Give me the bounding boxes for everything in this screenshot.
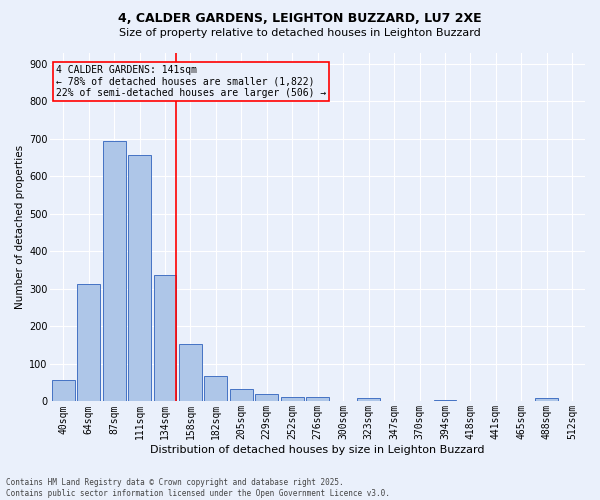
- X-axis label: Distribution of detached houses by size in Leighton Buzzard: Distribution of detached houses by size …: [151, 445, 485, 455]
- Bar: [103, 142, 125, 402]
- Bar: [179, 344, 202, 402]
- Bar: [128, 155, 151, 402]
- Y-axis label: Number of detached properties: Number of detached properties: [15, 145, 25, 309]
- Bar: [154, 274, 176, 402]
- Bar: [52, 380, 74, 402]
- Text: Size of property relative to detached houses in Leighton Buzzard: Size of property relative to detached ho…: [119, 28, 481, 38]
- Bar: [256, 394, 278, 402]
- Bar: [77, 284, 100, 402]
- Text: 4 CALDER GARDENS: 141sqm
← 78% of detached houses are smaller (1,822)
22% of sem: 4 CALDER GARDENS: 141sqm ← 78% of detach…: [56, 64, 326, 98]
- Bar: [205, 376, 227, 402]
- Bar: [306, 397, 329, 402]
- Text: Contains HM Land Registry data © Crown copyright and database right 2025.
Contai: Contains HM Land Registry data © Crown c…: [6, 478, 390, 498]
- Bar: [434, 400, 457, 402]
- Text: 4, CALDER GARDENS, LEIGHTON BUZZARD, LU7 2XE: 4, CALDER GARDENS, LEIGHTON BUZZARD, LU7…: [118, 12, 482, 26]
- Bar: [230, 389, 253, 402]
- Bar: [535, 398, 558, 402]
- Bar: [357, 398, 380, 402]
- Bar: [281, 397, 304, 402]
